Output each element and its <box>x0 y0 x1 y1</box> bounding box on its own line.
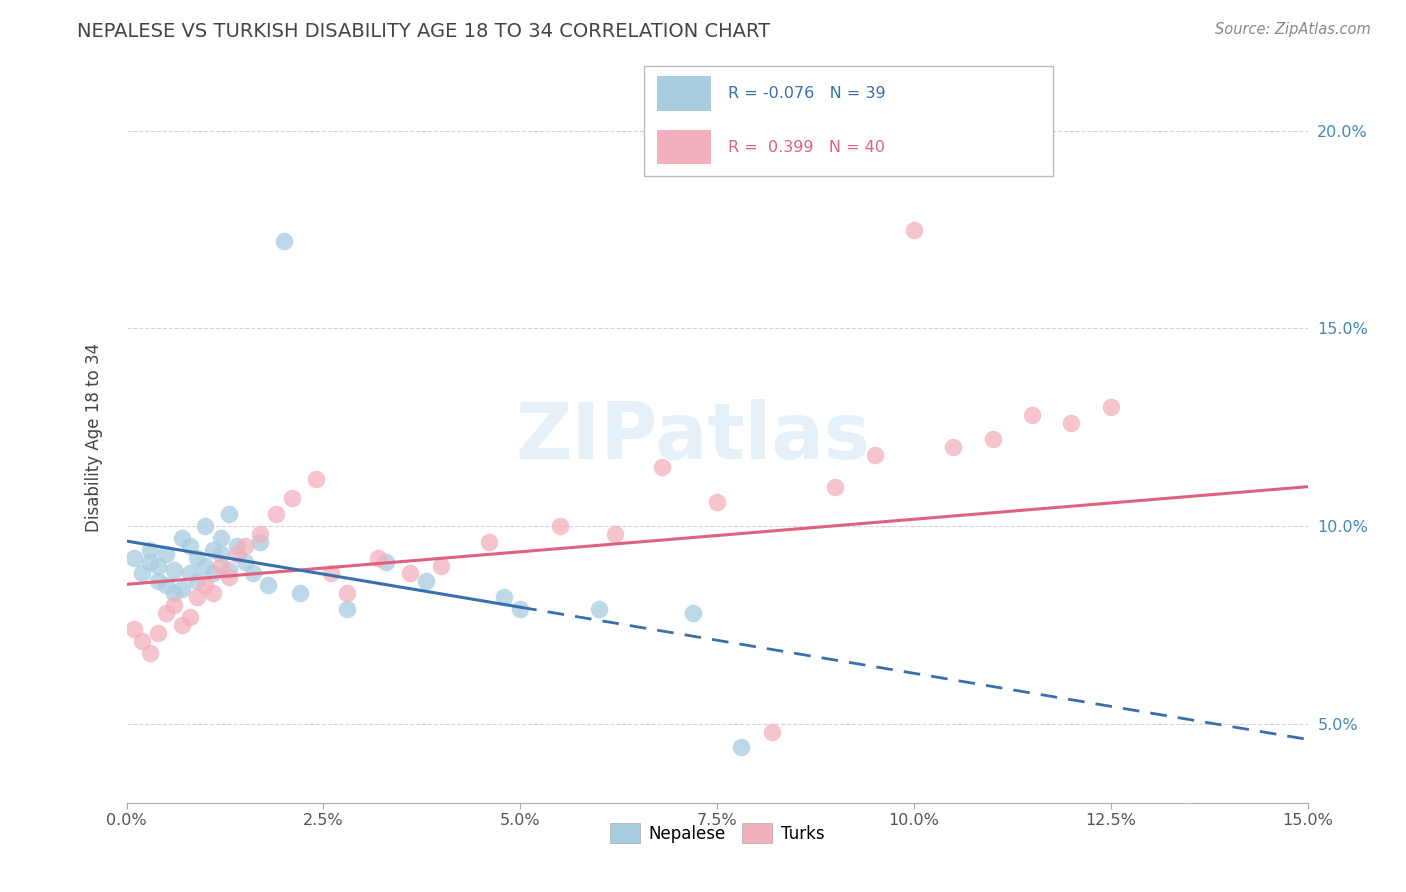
Point <box>170 531 193 545</box>
Point <box>1139 807 1161 822</box>
Point <box>903 222 925 236</box>
Point <box>336 586 359 600</box>
Legend: Nepalese, Turks: Nepalese, Turks <box>603 817 831 849</box>
Point <box>194 558 217 573</box>
Point <box>202 566 225 581</box>
Text: NEPALESE VS TURKISH DISABILITY AGE 18 TO 34 CORRELATION CHART: NEPALESE VS TURKISH DISABILITY AGE 18 TO… <box>77 22 770 41</box>
Point <box>1099 401 1122 415</box>
FancyBboxPatch shape <box>657 129 711 164</box>
Point <box>163 562 186 576</box>
Point <box>375 555 398 569</box>
Point <box>273 235 295 249</box>
Point <box>131 633 153 648</box>
Point <box>304 472 326 486</box>
Point <box>179 539 201 553</box>
Point <box>1178 804 1201 818</box>
Point <box>170 582 193 597</box>
Point <box>194 578 217 592</box>
Point <box>588 602 610 616</box>
Point <box>186 574 208 589</box>
FancyBboxPatch shape <box>644 66 1053 176</box>
Point <box>233 555 256 569</box>
Point <box>139 646 162 660</box>
Point <box>249 534 271 549</box>
FancyBboxPatch shape <box>657 77 711 112</box>
Point <box>131 566 153 581</box>
Point <box>194 519 217 533</box>
Point <box>509 602 531 616</box>
Point <box>146 625 169 640</box>
Point <box>321 566 343 581</box>
Point <box>682 606 704 620</box>
Point <box>124 550 146 565</box>
Point <box>179 610 201 624</box>
Point <box>415 574 437 589</box>
Point <box>249 527 271 541</box>
Point <box>336 602 359 616</box>
Point <box>170 618 193 632</box>
Point <box>1021 409 1043 423</box>
Point <box>209 531 232 545</box>
Point <box>163 598 186 612</box>
Point <box>186 591 208 605</box>
Point <box>478 534 501 549</box>
Text: Source: ZipAtlas.com: Source: ZipAtlas.com <box>1215 22 1371 37</box>
Point <box>367 550 389 565</box>
Point <box>139 542 162 557</box>
Point <box>218 562 240 576</box>
Point <box>824 479 846 493</box>
Point <box>706 495 728 509</box>
Text: R =  0.399   N = 40: R = 0.399 N = 40 <box>728 139 886 154</box>
Point <box>186 550 208 565</box>
Point <box>209 558 232 573</box>
Point <box>139 555 162 569</box>
Point <box>233 539 256 553</box>
Point <box>218 570 240 584</box>
Point <box>155 547 177 561</box>
Y-axis label: Disability Age 18 to 34: Disability Age 18 to 34 <box>84 343 103 532</box>
Point <box>863 448 886 462</box>
Point <box>163 586 186 600</box>
Point <box>603 527 626 541</box>
Text: R = -0.076   N = 39: R = -0.076 N = 39 <box>728 87 886 102</box>
Point <box>202 542 225 557</box>
Point <box>288 586 311 600</box>
Point <box>155 606 177 620</box>
Point <box>942 440 965 454</box>
Point <box>257 578 280 592</box>
Point <box>124 622 146 636</box>
Point <box>146 574 169 589</box>
Point <box>218 507 240 521</box>
Point <box>242 566 264 581</box>
Point <box>548 519 571 533</box>
Point <box>281 491 304 506</box>
Point <box>494 591 516 605</box>
Point <box>146 558 169 573</box>
Point <box>761 724 783 739</box>
Point <box>430 558 453 573</box>
Point <box>264 507 287 521</box>
Point <box>155 578 177 592</box>
Text: ZIPatlas: ZIPatlas <box>516 399 870 475</box>
Point <box>399 566 422 581</box>
Point <box>179 566 201 581</box>
Point <box>651 459 673 474</box>
Point <box>981 432 1004 446</box>
Point <box>209 547 232 561</box>
Point <box>730 740 752 755</box>
Point <box>202 586 225 600</box>
Point <box>225 539 247 553</box>
Point <box>1060 416 1083 430</box>
Point <box>225 547 247 561</box>
